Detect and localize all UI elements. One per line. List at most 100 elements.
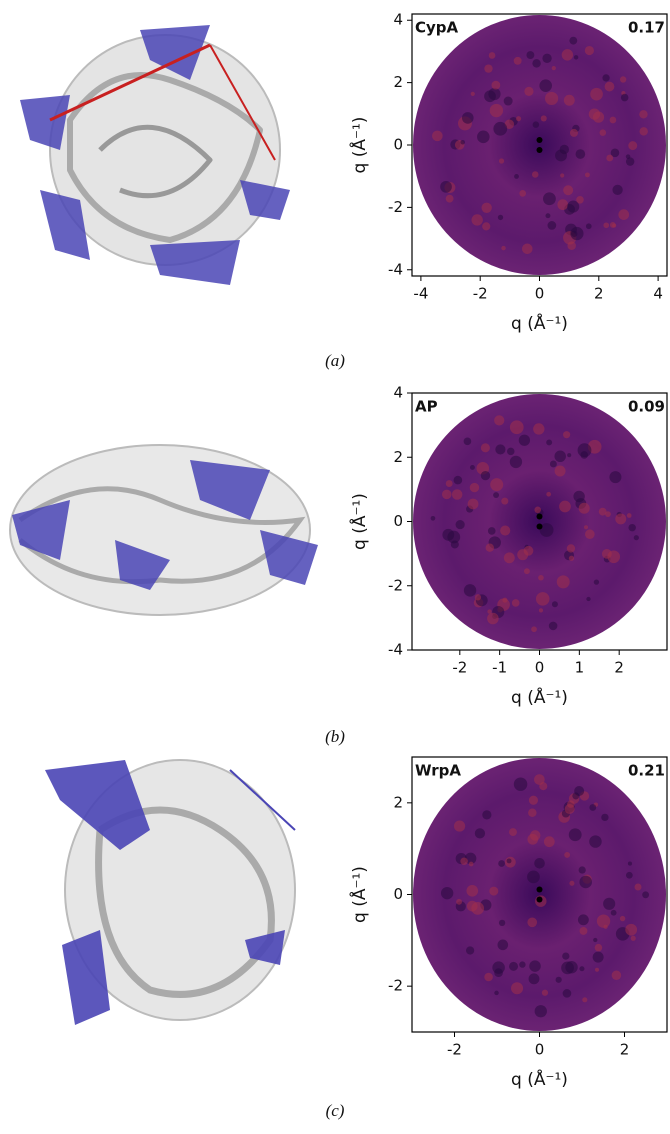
speckle [446,480,453,487]
speckle [584,525,588,529]
speckle [585,529,595,539]
speckle [469,862,474,867]
speckle [471,92,475,96]
speckle [492,81,501,90]
speckle [500,526,510,536]
speckle [582,997,587,1002]
speckle [533,121,539,127]
speckle [516,116,521,121]
speckle [432,131,443,142]
caption: (c) [326,1101,345,1120]
speckle [639,110,647,118]
speckle [454,476,463,485]
speckle [464,438,472,446]
speckle [578,914,589,925]
center-spot [537,524,543,530]
speckle [585,172,590,177]
speckle [546,492,551,497]
center-spot [537,897,543,903]
speckle [628,524,635,531]
speckle [547,221,556,230]
caption: (b) [325,727,345,746]
y-tick-label: 0 [393,136,403,154]
x-tick-label: -4 [413,285,428,303]
panel-label: WrpA [415,762,461,780]
speckle [532,171,539,178]
speckle [567,241,576,250]
speckle [642,891,649,898]
speckle [567,544,575,552]
panel-score: 0.09 [628,398,665,416]
y-tick-label: -2 [388,977,403,995]
speckle [628,141,637,150]
speckle [570,129,578,137]
speckle [552,601,558,607]
speckle [609,471,621,483]
speckle [563,185,573,195]
speckle [519,961,525,967]
speckle [502,598,507,603]
x-tick-label: -2 [452,659,467,677]
speckle [560,145,569,154]
speckle [557,199,568,210]
speckle [589,804,596,811]
speckle [555,465,566,476]
x-tick-label: 0 [535,659,545,677]
speckle [501,246,505,250]
x-tick-label: -2 [447,1041,462,1059]
speckle [569,828,582,841]
speckle [486,543,494,551]
speckle [586,223,592,229]
speckle [564,95,575,106]
speckle [519,435,530,446]
speckle [569,37,577,45]
caption: (a) [325,351,345,370]
y-tick-label: -2 [388,576,403,594]
speckle [482,203,492,213]
speckle [488,527,496,535]
y-tick-label: 2 [393,793,403,811]
speckle [550,460,557,467]
speckle [539,79,552,92]
speckle [579,503,590,514]
x-tick-label: 1 [575,659,585,677]
speckle [595,944,602,951]
speckle [611,910,617,916]
center-spot [537,137,543,143]
speckle [460,140,465,145]
x-tick-label: 4 [653,285,663,303]
x-tick-label: -1 [492,659,507,677]
speckle [510,420,524,434]
speckle [564,852,570,858]
speckle [563,989,572,998]
speckle [440,181,452,193]
speckle [574,55,578,59]
speckle [607,550,620,563]
panel-score: 0.21 [628,762,665,780]
speckle [569,556,574,561]
speckle [495,444,505,454]
speckle [484,973,493,982]
speckle [585,46,594,55]
speckle [484,90,496,102]
speckle [639,127,647,135]
speckle [510,456,522,468]
speckle [526,51,534,59]
speckle [487,613,499,625]
speckle [481,471,490,480]
y-axis-label: q (Å⁻¹) [348,493,370,550]
speckle [481,443,490,452]
speckle [600,129,607,136]
speckle [545,92,558,105]
speckle [490,478,503,491]
speckle [528,808,536,816]
speckle [530,830,540,840]
speckle [456,520,465,529]
speckle [565,804,575,814]
speckle [507,448,514,455]
speckle [610,117,617,124]
speckle [578,443,592,457]
speckle [594,579,599,584]
speckle [482,810,491,819]
speckle [482,222,490,230]
